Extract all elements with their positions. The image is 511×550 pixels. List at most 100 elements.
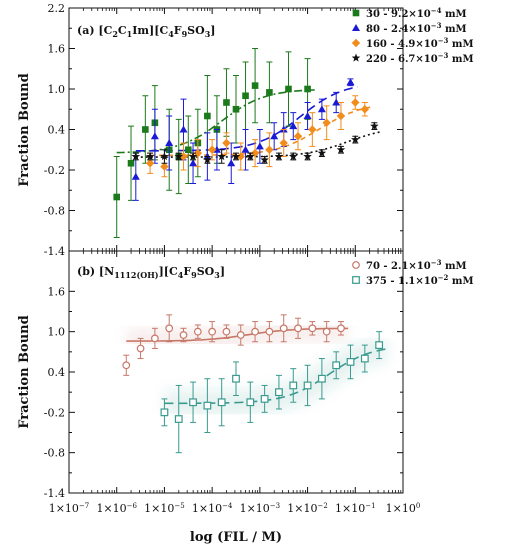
- panel-a-y-axis-title: Fraction Bound: [17, 73, 32, 186]
- data-point: [203, 401, 212, 410]
- data-point: [236, 152, 245, 161]
- data-point: [131, 172, 140, 180]
- text-part: −3: [431, 258, 442, 267]
- text-part: −2: [438, 273, 449, 282]
- data-point: [275, 388, 283, 397]
- data-point: [255, 142, 264, 150]
- data-point: [179, 152, 188, 161]
- data-point: [266, 89, 273, 96]
- data-point: [217, 398, 226, 407]
- data-point: [222, 327, 231, 336]
- data-point: [232, 105, 240, 113]
- text-part: −3: [431, 21, 442, 30]
- text-part: 1×10: [386, 502, 416, 515]
- data-point: [222, 138, 231, 148]
- data-point: [360, 354, 369, 363]
- data-point: [242, 92, 249, 100]
- data-point: [142, 126, 149, 133]
- text-part: −3: [270, 502, 280, 510]
- y-tick-label: 1.0: [48, 83, 66, 96]
- text-part: 1×10: [144, 502, 174, 515]
- panel-a-data-marks: [113, 48, 379, 238]
- y-tick-label: 0.4: [48, 124, 66, 137]
- text-part: mM: [448, 54, 473, 65]
- data-point: [231, 152, 241, 161]
- data-point: [251, 327, 259, 336]
- data-point: [360, 105, 370, 114]
- data-point: [303, 152, 312, 161]
- x-tick-label: 1×10−1: [335, 502, 376, 515]
- data-point: [332, 98, 341, 106]
- text-part: 375 - 1.1×10: [366, 276, 438, 287]
- text-part: 1×10: [287, 502, 317, 515]
- data-point: [184, 146, 192, 154]
- data-point: [179, 125, 188, 133]
- panel-b-ticks: -1.4-0.8-0.20.41.01.61×10−7 1×10−6 1×10−5 1…: [44, 251, 420, 515]
- x-axis-title: log (FIL / M): [190, 530, 282, 545]
- data-point: [308, 324, 317, 333]
- legend-label: 220 - 6.7×10−3 mM: [366, 51, 474, 65]
- text-part: 160 - 4.9×10: [366, 39, 438, 50]
- data-point: [370, 121, 379, 130]
- x-tick-label: 1×10−5: [144, 502, 185, 515]
- text-part: −5: [174, 502, 184, 510]
- data-point: [294, 324, 302, 333]
- legend-marker: [351, 53, 361, 62]
- x-tick-label: 1×10−7: [49, 502, 90, 515]
- panel-a-label: (a) [C2C1Im][C4F9SO3]: [77, 24, 216, 39]
- data-point: [208, 327, 217, 336]
- data-point: [217, 152, 226, 161]
- y-tick-label: 2.2: [48, 2, 66, 15]
- data-point: [227, 159, 236, 167]
- data-point: [189, 398, 197, 407]
- text-part: F: [174, 24, 182, 37]
- text-part: 3: [205, 29, 211, 39]
- y-tick-label: 1.6: [48, 43, 66, 56]
- data-point: [317, 148, 327, 157]
- data-point: [336, 111, 346, 121]
- text-part: mM: [441, 261, 466, 272]
- text-part: 4: [168, 29, 174, 39]
- data-point: [207, 145, 217, 154]
- panel-b-fit-glow: [126, 315, 389, 417]
- text-part: mM: [448, 39, 473, 50]
- legend-label: 375 - 1.1×10−2 mM: [366, 273, 474, 287]
- legend-marker: [352, 261, 360, 269]
- data-point: [265, 327, 274, 336]
- legend-label: 160 - 4.9×10−3 mM: [366, 36, 474, 50]
- text-part: (b) [N: [77, 265, 114, 278]
- text-part: 70 - 2.1×10: [366, 261, 431, 272]
- fit-curve: [150, 106, 373, 157]
- panel-b-y-axis-title: Fraction Bound: [17, 315, 32, 428]
- data-point: [332, 361, 341, 370]
- x-tick-label: 1×10−2: [287, 502, 328, 515]
- text-part: F: [183, 265, 191, 278]
- y-tick-label: -1.4: [44, 487, 65, 500]
- x-tick-label: 1×10−4: [192, 502, 233, 515]
- data-point: [322, 327, 331, 336]
- text-part: −4: [222, 502, 233, 510]
- data-point: [351, 135, 360, 144]
- data-point: [279, 138, 288, 148]
- text-part: mM: [448, 276, 473, 287]
- data-point: [274, 152, 284, 161]
- data-point: [317, 105, 326, 113]
- data-point: [160, 408, 169, 417]
- x-tick-label: 1×10−3: [240, 502, 281, 515]
- legend-marker: [352, 9, 360, 17]
- y-tick-label: 1.0: [48, 326, 66, 339]
- data-point: [285, 85, 292, 93]
- data-point: [289, 122, 298, 130]
- fit-curve: [135, 86, 358, 152]
- text-part: ]: [220, 265, 225, 278]
- data-point: [113, 193, 121, 201]
- text-part: 2: [112, 29, 118, 39]
- data-point: [293, 132, 303, 141]
- text-part: 9: [191, 270, 197, 280]
- data-point: [136, 344, 145, 353]
- text-part: 1×10: [192, 502, 222, 515]
- data-point: [193, 327, 202, 336]
- data-point: [165, 324, 174, 333]
